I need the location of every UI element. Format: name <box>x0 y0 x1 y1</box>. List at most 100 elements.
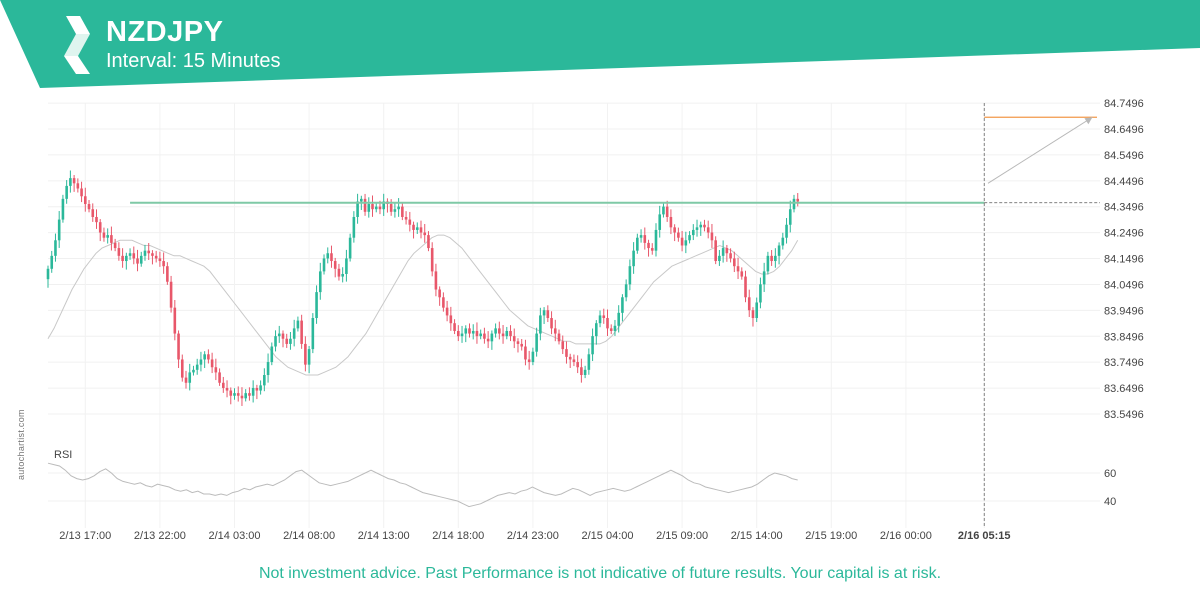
time-tick-label: 2/15 14:00 <box>731 530 783 542</box>
candle-down <box>110 235 113 243</box>
candle-up <box>199 359 203 365</box>
price-tick-label: 84.5496 <box>1104 150 1144 162</box>
candle-up <box>583 369 587 376</box>
candle-up <box>479 333 482 337</box>
candle-down <box>207 354 210 360</box>
candle-down <box>483 333 486 339</box>
candle-down <box>546 310 550 319</box>
candle-up <box>311 318 315 350</box>
candle-down <box>255 387 259 391</box>
candle-up <box>54 240 57 256</box>
candle-up <box>654 229 658 251</box>
candle-up <box>393 209 397 212</box>
candle-up <box>721 248 725 256</box>
candle-down <box>703 224 706 228</box>
price-tick-label: 83.9496 <box>1104 305 1144 317</box>
candle-down <box>180 359 184 378</box>
candle-down <box>602 315 606 319</box>
candle-up <box>192 369 195 373</box>
candle-up <box>125 255 128 262</box>
candle-up <box>277 333 281 337</box>
candle-down <box>113 242 117 249</box>
time-tick-label: 2/14 13:00 <box>358 530 410 542</box>
candle-down <box>330 253 333 262</box>
candle-up <box>628 266 632 285</box>
candle-down <box>363 198 367 212</box>
candle-up <box>382 201 385 210</box>
candle-down <box>647 242 650 249</box>
candle-down <box>412 224 415 230</box>
candle-up <box>69 178 72 186</box>
candle-down <box>553 328 557 334</box>
candle-up <box>203 354 206 360</box>
candle-down <box>565 349 568 357</box>
candle-up <box>542 310 546 316</box>
candle-up <box>360 198 363 202</box>
candle-up <box>505 330 509 337</box>
candle-down <box>300 320 303 344</box>
levels-layer <box>130 103 1100 528</box>
candle-down <box>401 206 404 217</box>
candle-down <box>84 196 87 205</box>
candle-down <box>475 330 479 337</box>
candle-up <box>46 268 50 280</box>
rsi-label: RSI <box>54 449 72 461</box>
candle-down <box>568 356 572 360</box>
candle-down <box>714 240 717 262</box>
autochartist-logo-icon <box>64 16 90 74</box>
candle-down <box>169 281 173 308</box>
candle-down <box>445 307 449 316</box>
candle-down <box>281 333 285 339</box>
candle-down <box>486 338 490 342</box>
candle-down <box>404 216 408 220</box>
candle-down <box>225 387 229 391</box>
moving-average-layer <box>47 234 799 376</box>
candle-up <box>494 328 497 334</box>
candle-down <box>498 328 501 334</box>
candle-up <box>788 209 792 225</box>
moving-average-line <box>47 234 799 376</box>
candle-up <box>617 312 620 326</box>
candles-layer <box>46 170 800 406</box>
candle-up <box>785 224 788 238</box>
candle-down <box>102 232 106 238</box>
candle-up <box>50 255 54 269</box>
candle-down <box>121 255 124 262</box>
price-tick-label: 84.7496 <box>1104 98 1144 110</box>
price-axis: 83.5496 83.6496 83.7496 83.8496 83.9496 84.04… <box>1104 98 1144 421</box>
candle-down <box>580 367 583 376</box>
candle-down <box>91 209 95 217</box>
candle-down <box>751 310 755 319</box>
candle-up <box>587 354 591 370</box>
candle-down <box>512 336 516 342</box>
candle-down <box>680 237 684 246</box>
candle-down <box>606 318 609 329</box>
candle-down <box>72 178 76 184</box>
candle-down <box>158 258 162 262</box>
candle-up <box>471 330 475 334</box>
candle-up <box>632 250 635 267</box>
candle-down <box>468 328 471 334</box>
candle-down <box>285 338 289 344</box>
time-tick-label: 2/13 17:00 <box>59 530 111 542</box>
price-tick-label: 83.5496 <box>1104 409 1144 421</box>
candle-up <box>263 375 266 386</box>
rsi-line <box>47 462 798 508</box>
candle-down <box>419 227 423 233</box>
candle-up <box>613 325 617 331</box>
time-tick-label: 2/15 04:00 <box>582 530 634 542</box>
forecast-arrow <box>987 116 1093 184</box>
candle-up <box>624 284 628 298</box>
candle-up <box>397 206 400 210</box>
time-tick-label: 2/14 03:00 <box>209 530 261 542</box>
candle-down <box>744 276 747 298</box>
candle-down <box>304 343 307 365</box>
candle-down <box>736 266 740 272</box>
candle-down <box>770 255 773 262</box>
candle-up <box>662 206 665 215</box>
candle-down <box>457 330 460 337</box>
candle-down <box>576 362 579 368</box>
watermark: autochartist.com <box>16 409 26 480</box>
candle-down <box>796 198 800 202</box>
candle-up <box>535 333 538 352</box>
